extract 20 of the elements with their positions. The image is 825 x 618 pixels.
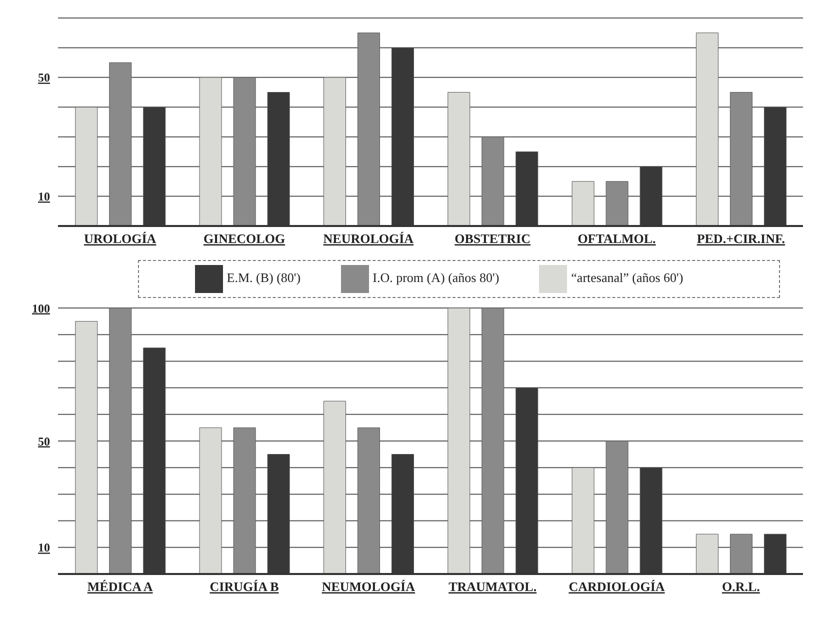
y-tick-label: 10 <box>38 190 50 204</box>
x-tick-label: TRAUMATOL. <box>448 579 537 594</box>
x-tick-label: GINECOLOG <box>203 231 286 246</box>
x-tick-label: CIRUGÍA B <box>210 579 280 594</box>
legend-label: I.O. prom (A) (años 80') <box>372 270 500 285</box>
y-tick-label: 100 <box>32 301 50 316</box>
y-tick-label: 10 <box>38 540 50 555</box>
y-tick-label: 50 <box>38 70 50 85</box>
x-tick-label: O.R.L. <box>722 579 760 594</box>
legend-label: E.M. (B) (80') <box>226 270 301 285</box>
legend-label: “artesanal” (años 60') <box>571 270 684 285</box>
y-tick-label: 50 <box>38 434 50 448</box>
x-tick-label: NEUMOLOGÍA <box>322 579 416 594</box>
x-tick-label: OFTALMOL. <box>578 231 656 246</box>
x-tick-label: PED.+CIR.INF. <box>696 231 786 246</box>
x-tick-label: UROLOGÍA <box>84 231 157 246</box>
x-tick-label: OBSTETRIC <box>454 231 531 246</box>
x-tick-label: CARDIOLOGÍA <box>568 579 666 594</box>
x-tick-label: MÉDICA A <box>87 579 154 594</box>
x-tick-label: NEUROLOGÍA <box>323 231 414 246</box>
